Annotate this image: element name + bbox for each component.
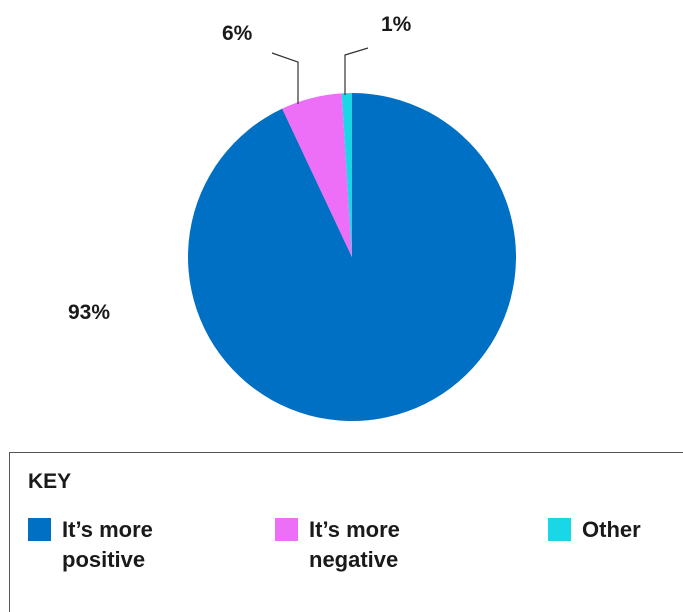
legend-swatch-other: [548, 518, 571, 541]
pie-chart: 93% 6% 1%: [68, 13, 517, 421]
legend-swatch-negative: [275, 518, 298, 541]
legend-title: KEY: [28, 470, 72, 493]
legend-label-negative: It’s more negative: [309, 517, 400, 572]
pie-slice-positive: [188, 93, 517, 421]
data-label-positive: 93%: [68, 301, 110, 324]
legend: KEY It’s more positive It’s more negativ…: [9, 452, 683, 612]
legend-item-positive: It’s more positive: [28, 515, 212, 575]
leader-line-negative: [271, 52, 299, 104]
legend-item-other: Other: [548, 515, 683, 545]
legend-item-negative: It’s more negative: [275, 515, 459, 575]
pie-slices: [188, 92, 517, 421]
leader-lines: [271, 47, 369, 104]
leader-line-other: [344, 47, 369, 95]
data-label-other: 1%: [381, 13, 412, 36]
legend-label-other: Other: [582, 517, 641, 542]
legend-swatch-positive: [28, 518, 51, 541]
pie-slice-negative: [282, 93, 352, 257]
data-label-negative: 6%: [222, 22, 253, 45]
legend-label-positive: It’s more positive: [62, 517, 153, 572]
pie-slice-other: [341, 92, 352, 257]
